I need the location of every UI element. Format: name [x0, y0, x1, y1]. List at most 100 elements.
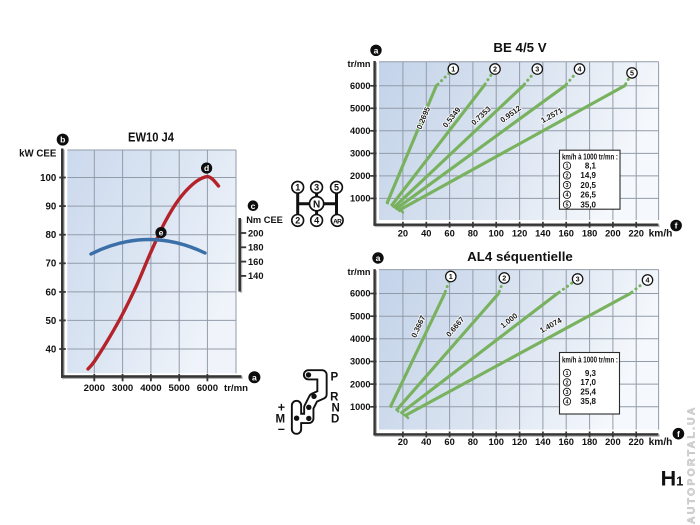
svg-text:2000: 2000 [84, 383, 105, 394]
svg-text:120: 120 [512, 229, 528, 239]
svg-text:R: R [330, 392, 339, 404]
svg-text:Nm CEE: Nm CEE [246, 215, 283, 225]
svg-text:80: 80 [46, 230, 57, 241]
svg-text:200: 200 [605, 229, 621, 239]
svg-text:2: 2 [502, 274, 506, 283]
svg-text:200: 200 [605, 437, 621, 447]
svg-text:80: 80 [468, 229, 478, 239]
svg-text:tr/mn: tr/mn [348, 59, 371, 69]
svg-text:a: a [374, 45, 379, 55]
svg-text:140: 140 [248, 271, 264, 281]
svg-text:4000: 4000 [350, 126, 370, 136]
svg-text:e: e [159, 228, 164, 238]
svg-text:f: f [677, 429, 680, 439]
svg-text:a: a [252, 372, 257, 382]
svg-text:5: 5 [566, 202, 569, 208]
svg-text:–: – [278, 422, 285, 436]
svg-text:14,9: 14,9 [580, 171, 596, 180]
svg-text:6000: 6000 [350, 289, 370, 299]
svg-text:H1: H1 [661, 467, 684, 491]
svg-text:3: 3 [566, 183, 569, 189]
svg-text:4: 4 [646, 276, 650, 285]
svg-text:4: 4 [314, 216, 319, 226]
svg-text:3: 3 [576, 275, 580, 284]
svg-text:N: N [313, 199, 320, 210]
svg-text:60: 60 [444, 229, 454, 239]
svg-text:2000: 2000 [350, 379, 370, 389]
svg-text:6000: 6000 [197, 383, 218, 394]
svg-text:1: 1 [295, 183, 300, 193]
svg-text:BE 4/5 V: BE 4/5 V [493, 40, 546, 55]
svg-text:f: f [675, 221, 678, 231]
svg-text:180: 180 [582, 437, 598, 447]
svg-text:5000: 5000 [350, 104, 370, 114]
svg-text:2: 2 [566, 173, 569, 179]
svg-text:90: 90 [46, 202, 57, 213]
svg-text:AL4 séquentielle: AL4 séquentielle [467, 249, 573, 264]
svg-text:km/h à 1000 tr/mn :: km/h à 1000 tr/mn : [562, 152, 618, 161]
svg-text:tr/mn: tr/mn [224, 383, 248, 394]
svg-text:AR: AR [333, 218, 342, 225]
svg-text:100: 100 [40, 173, 56, 184]
svg-text:100: 100 [488, 437, 504, 447]
svg-text:160: 160 [558, 229, 574, 239]
svg-text:140: 140 [535, 437, 551, 447]
svg-text:70: 70 [46, 259, 57, 270]
svg-text:60: 60 [444, 437, 454, 447]
svg-text:200: 200 [248, 228, 264, 238]
svg-text:km/h: km/h [649, 229, 673, 240]
svg-text:a: a [376, 253, 381, 263]
svg-text:3: 3 [535, 65, 539, 74]
svg-text:180: 180 [248, 243, 264, 253]
svg-text:20,5: 20,5 [580, 181, 596, 190]
svg-text:20: 20 [398, 437, 408, 447]
svg-text:km/h: km/h [649, 437, 673, 448]
svg-text:17,0: 17,0 [580, 378, 596, 387]
svg-text:50: 50 [46, 316, 57, 327]
svg-text:AUTOPORTAL.UA: AUTOPORTAL.UA [686, 405, 698, 524]
svg-text:5000: 5000 [169, 383, 190, 394]
svg-text:160: 160 [558, 437, 574, 447]
svg-text:35,0: 35,0 [580, 200, 596, 209]
svg-text:2000: 2000 [350, 171, 370, 181]
svg-text:tr/mn: tr/mn [348, 267, 371, 277]
svg-text:N: N [331, 403, 339, 415]
svg-text:20: 20 [398, 229, 408, 239]
svg-text:5: 5 [334, 183, 339, 193]
svg-text:25,4: 25,4 [580, 388, 596, 397]
svg-text:c: c [251, 201, 256, 211]
svg-text:1: 1 [566, 371, 569, 377]
svg-text:+: + [278, 401, 285, 415]
svg-text:220: 220 [628, 437, 644, 447]
svg-text:2: 2 [566, 380, 569, 386]
svg-text:D: D [331, 413, 339, 425]
svg-text:1: 1 [451, 65, 455, 74]
svg-text:1000: 1000 [350, 402, 370, 412]
svg-text:b: b [60, 135, 65, 145]
svg-text:180: 180 [582, 229, 598, 239]
svg-text:1: 1 [449, 272, 453, 281]
svg-text:2: 2 [295, 216, 300, 226]
svg-text:140: 140 [535, 229, 551, 239]
svg-text:d: d [204, 163, 209, 173]
svg-text:1: 1 [566, 164, 569, 170]
svg-text:4000: 4000 [140, 383, 161, 394]
svg-text:3000: 3000 [350, 149, 370, 159]
svg-text:9,3: 9,3 [585, 369, 597, 378]
svg-text:4: 4 [578, 65, 582, 74]
svg-text:3: 3 [566, 390, 569, 396]
svg-text:80: 80 [468, 437, 478, 447]
svg-text:2: 2 [493, 65, 497, 74]
svg-text:km/h à 1000 tr/mn :: km/h à 1000 tr/mn : [562, 355, 618, 364]
svg-text:220: 220 [628, 229, 644, 239]
svg-text:26,5: 26,5 [580, 191, 596, 200]
svg-text:3: 3 [314, 183, 319, 193]
svg-text:4: 4 [566, 193, 569, 199]
svg-text:100: 100 [488, 229, 504, 239]
svg-text:6000: 6000 [350, 81, 370, 91]
svg-text:M: M [276, 414, 286, 426]
svg-text:5: 5 [630, 69, 634, 78]
svg-text:40: 40 [46, 344, 57, 355]
svg-text:kW CEE: kW CEE [19, 148, 57, 159]
svg-text:4: 4 [566, 399, 569, 405]
